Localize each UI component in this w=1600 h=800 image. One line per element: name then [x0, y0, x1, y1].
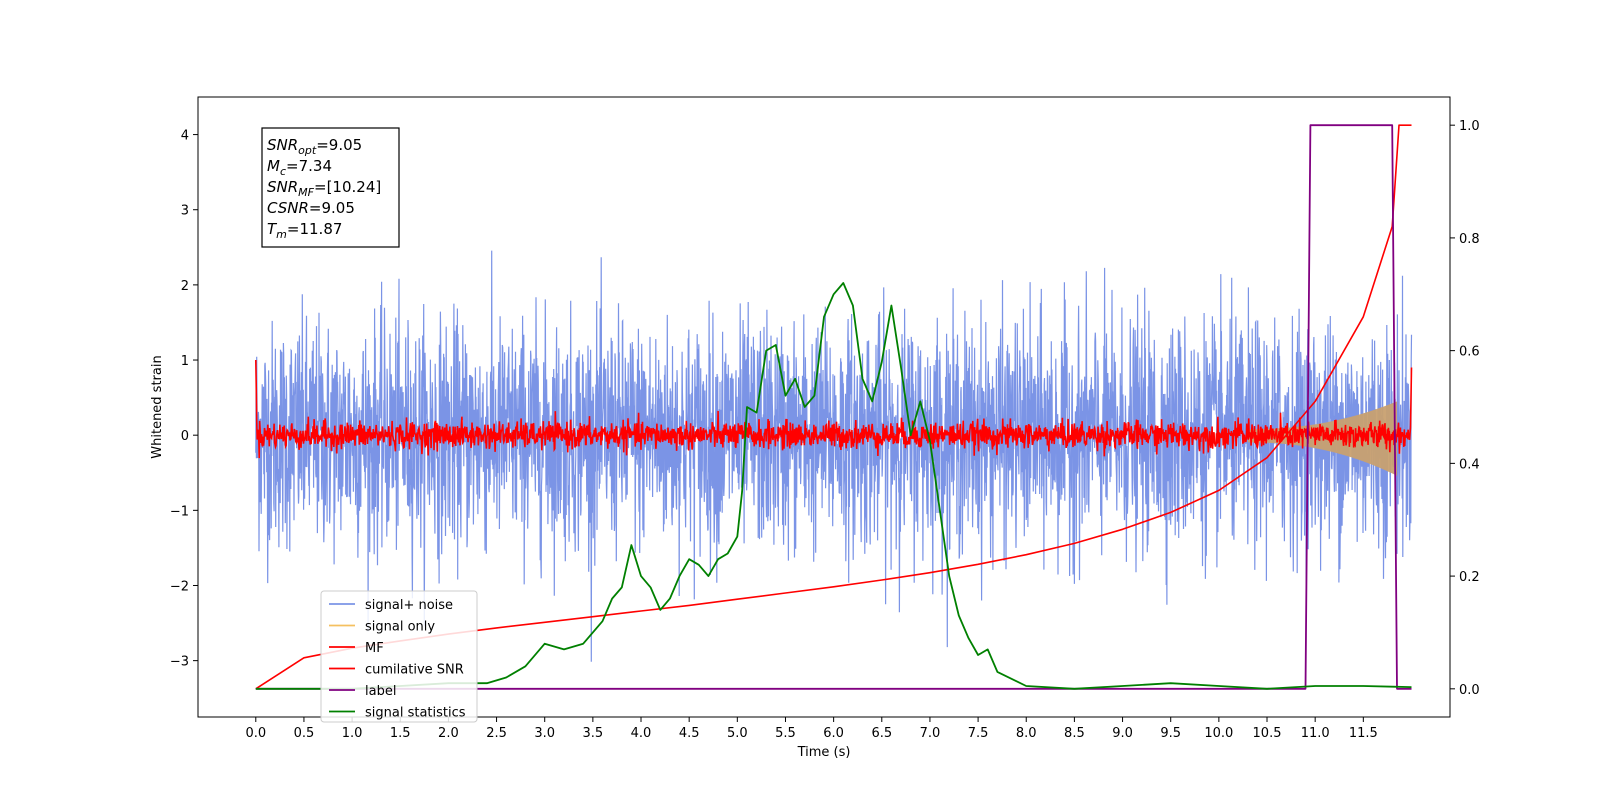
x-tick-label: 7.5 [968, 726, 989, 741]
x-tick-label: 3.5 [583, 726, 604, 741]
x-tick-label: 1.0 [342, 726, 363, 741]
x-tick-label: 8.5 [1064, 726, 1085, 741]
x-tick-label: 6.5 [871, 726, 892, 741]
x-tick-label: 5.0 [727, 726, 748, 741]
y-left-tick-label: 4 [181, 129, 189, 144]
x-tick-label: 10.5 [1253, 726, 1282, 741]
legend: signal+ noise signal only MF cumilative SNR… [320, 590, 478, 723]
legend-label: cumilative SNR [365, 663, 464, 678]
y-right-tick-label: 0.0 [1459, 683, 1480, 698]
series-signal-noise-line [255, 250, 1413, 662]
x-tick-label: 0.5 [294, 726, 315, 741]
x-tick-label: 11.5 [1349, 726, 1378, 741]
series-signal-statistics-line [255, 282, 1412, 690]
x-tick-label: 1.5 [390, 726, 411, 741]
info-box-line: SNRMF=[10.24] [267, 178, 381, 199]
y-right-tick-label: 0.2 [1459, 570, 1480, 585]
x-tick-label: 4.0 [631, 726, 652, 741]
legend-label: MF [365, 641, 384, 656]
x-tick-label: 8.0 [1016, 726, 1037, 741]
info-box-line: Mc=7.34 [267, 157, 332, 178]
x-tick-label: 2.0 [438, 726, 459, 741]
y-left-tick-label: 0 [181, 429, 189, 444]
x-axis-label: Time (s) [797, 745, 851, 760]
y-right-tick-label: 1.0 [1459, 119, 1480, 134]
y-left-tick-label: −2 [170, 579, 189, 594]
series-signal-only-band [1247, 401, 1397, 476]
info-box: SNRopt=9.05Mc=7.34SNRMF=[10.24]CSNR=9.05… [261, 127, 400, 248]
info-box-frame [261, 127, 400, 248]
y-left-tick-label: −3 [170, 655, 189, 670]
x-tick-label: 0.0 [245, 726, 266, 741]
x-tick-label: 7.0 [920, 726, 941, 741]
y-right-tick-label: 0.8 [1459, 232, 1480, 247]
x-tick-label: 11.0 [1301, 726, 1330, 741]
series-mf-line [255, 359, 1413, 459]
legend-label: signal statistics [365, 706, 466, 721]
info-box-line: SNRopt=9.05 [267, 136, 362, 157]
info-box-line: Tm=11.87 [267, 220, 342, 241]
x-tick-label: 4.5 [679, 726, 700, 741]
y-right-tick-label: 0.4 [1459, 457, 1480, 472]
y-right-tick-label: 0.6 [1459, 345, 1480, 360]
y-left-tick-label: 2 [181, 279, 189, 294]
legend-label: signal+ noise [365, 598, 453, 613]
x-tick-label: 3.0 [534, 726, 555, 741]
x-tick-label: 6.0 [823, 726, 844, 741]
x-tick-label: 2.5 [486, 726, 507, 741]
legend-frame [320, 590, 478, 723]
x-tick-label: 9.0 [1112, 726, 1133, 741]
y-left-tick-label: 1 [181, 354, 189, 369]
x-tick-label: 9.5 [1160, 726, 1181, 741]
x-tick-label: 5.5 [775, 726, 796, 741]
info-box-line: CSNR=9.05 [267, 199, 355, 217]
plot-frame [197, 96, 1451, 718]
y-left-tick-label: 3 [181, 204, 189, 219]
x-tick-label: 10.0 [1204, 726, 1233, 741]
legend-label: label [365, 684, 396, 699]
y-left-tick-label: −1 [170, 504, 189, 519]
series-label-line [255, 124, 1412, 690]
y-axis-label: Whitened strain [150, 355, 165, 458]
legend-label: signal only [365, 620, 435, 635]
